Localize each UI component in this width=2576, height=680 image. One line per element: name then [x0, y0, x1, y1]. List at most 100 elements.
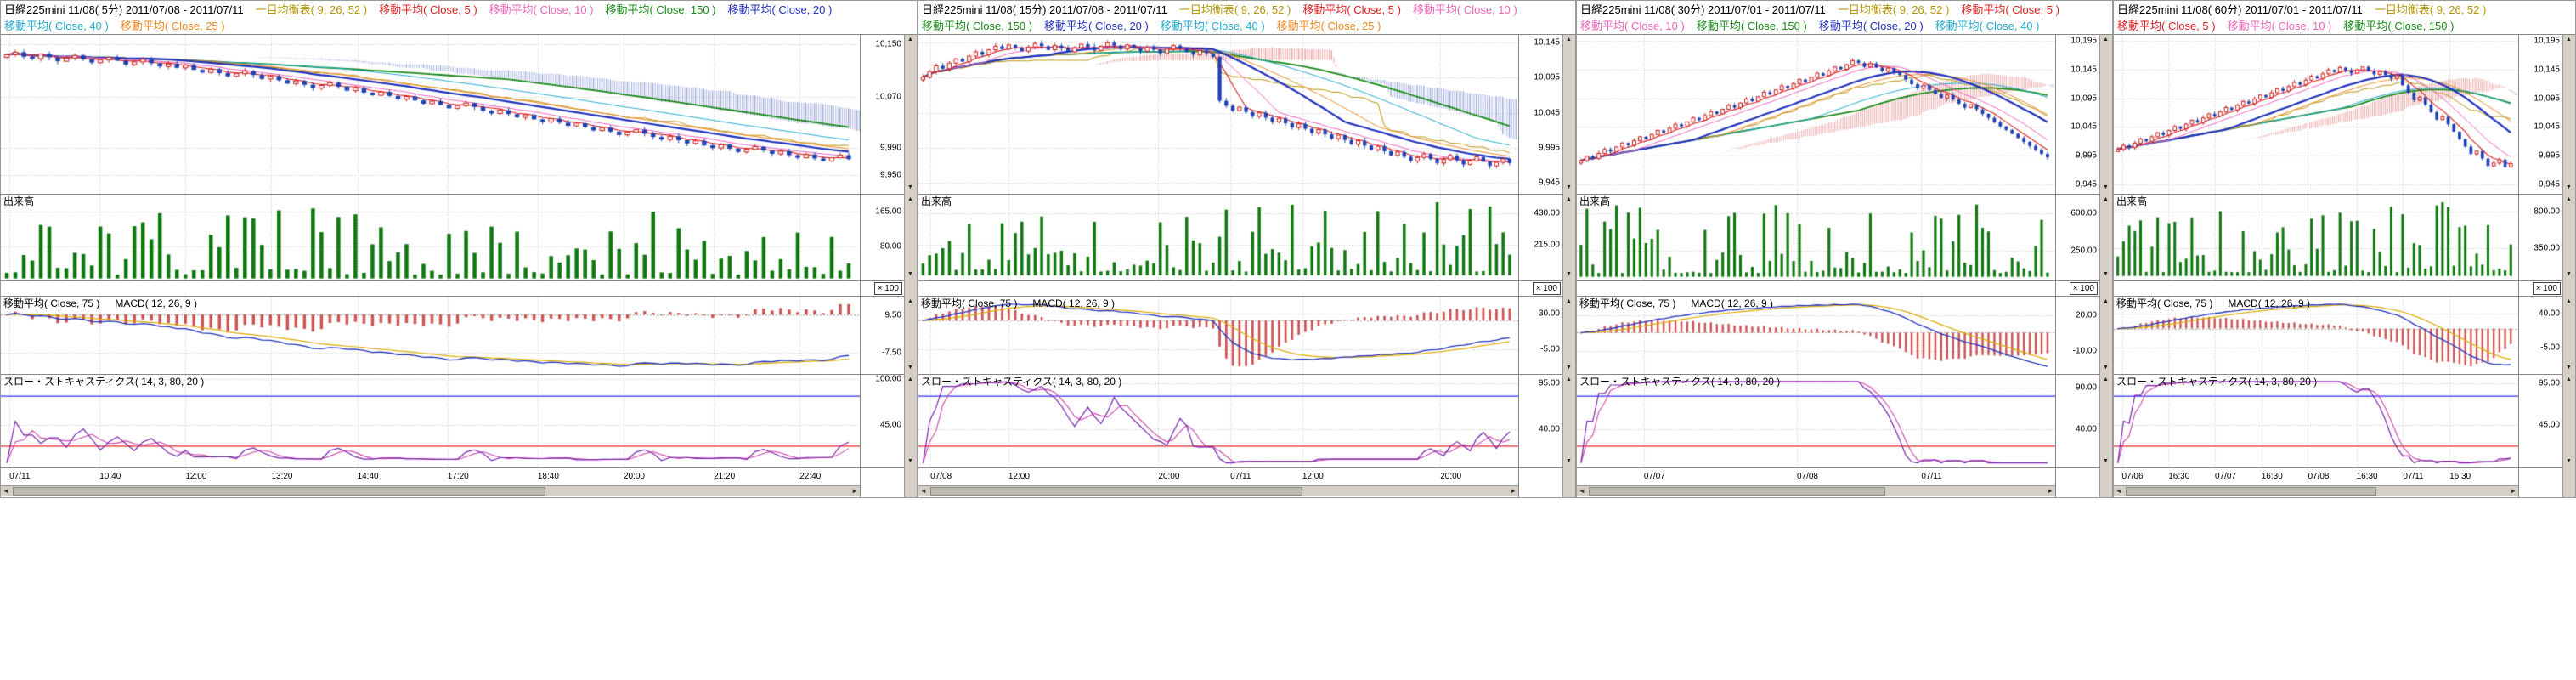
scroll-down-arrow[interactable]: ▼ — [2566, 271, 2572, 277]
volume-chart-canvas[interactable] — [1577, 195, 2055, 280]
volume-chart-canvas[interactable] — [2114, 195, 2518, 280]
price-chart-canvas[interactable] — [1577, 35, 2055, 194]
scroll-down-arrow[interactable]: ▼ — [907, 184, 913, 190]
y-axis-label: 10,045 — [1534, 108, 1560, 118]
stochastics-label: スロー・ストキャスティクス( 14, 3, 80, 20 ) — [3, 376, 205, 388]
macd-ma-label: 移動平均( Close, 75 ) — [3, 298, 100, 309]
vertical-scrollbar[interactable]: ▲ ▼ ▲ ▼ ▲ ▼ ▲ ▼ — [2562, 35, 2575, 497]
horizontal-scrollbar[interactable]: ◄ ► — [1577, 485, 2055, 496]
volume-chart-canvas[interactable] — [918, 195, 1518, 280]
price-pane — [1577, 35, 2055, 195]
stochastics-chart-canvas[interactable] — [918, 375, 1518, 468]
y-axis-label: 30.00 — [1538, 309, 1560, 319]
scroll-up-arrow[interactable]: ▲ — [907, 298, 913, 304]
y-axis-label: 40.00 — [2075, 424, 2097, 434]
scroll-up-arrow[interactable]: ▲ — [1566, 196, 1572, 202]
y-axis-label: 9,950 — [879, 170, 901, 180]
horizontal-scrollbar[interactable]: ◄ ► — [2114, 485, 2518, 496]
scroll-right-icon[interactable]: ► — [2047, 487, 2053, 495]
scroll-down-arrow[interactable]: ▼ — [2103, 184, 2109, 190]
scroll-down-arrow[interactable]: ▼ — [1566, 365, 1572, 371]
scroll-up-arrow[interactable]: ▲ — [2103, 196, 2109, 202]
scroll-right-icon[interactable]: ► — [2510, 487, 2517, 495]
scroll-right-icon[interactable]: ► — [1510, 487, 1517, 495]
scroll-up-arrow[interactable]: ▲ — [2566, 298, 2572, 304]
y-axis-label: 9,945 — [1538, 178, 1560, 188]
panel-body: 出来高 移動平均( Close, 75 ) MACD( 12, 26, 9 ) ス… — [918, 35, 1575, 497]
x-axis-label: 20:00 — [1158, 472, 1180, 481]
scroll-left-icon[interactable]: ◄ — [3, 487, 9, 495]
volume-chart-canvas[interactable] — [1, 195, 860, 280]
scroll-down-arrow[interactable]: ▼ — [2103, 365, 2109, 371]
scroll-up-arrow[interactable]: ▲ — [907, 377, 913, 382]
scroll-down-arrow[interactable]: ▼ — [907, 271, 913, 277]
y-axis-label: 350.00 — [2534, 243, 2560, 253]
y-axis-label: 10,070 — [875, 92, 901, 102]
panel-body: 出来高 移動平均( Close, 75 ) MACD( 12, 26, 9 ) ス… — [2114, 35, 2575, 497]
scroll-left-icon[interactable]: ◄ — [1579, 487, 1585, 495]
scroll-down-arrow[interactable]: ▼ — [907, 458, 913, 464]
x-axis-label: 07/07 — [2215, 472, 2237, 481]
scroll-down-arrow[interactable]: ▼ — [907, 365, 913, 371]
macd-pane-labels: 移動平均( Close, 75 ) MACD( 12, 26, 9 ) — [1579, 298, 1773, 310]
scroll-up-arrow[interactable]: ▲ — [907, 196, 913, 202]
scroll-up-arrow[interactable]: ▲ — [907, 37, 913, 42]
x-axis-label: 10:40 — [99, 472, 121, 481]
scroll-right-icon[interactable]: ► — [851, 487, 858, 495]
x-axis-label: 21:20 — [714, 472, 736, 481]
horizontal-scrollbar[interactable]: ◄ ► — [918, 485, 1518, 496]
stochastics-chart-canvas[interactable] — [1, 375, 860, 468]
scrollbar-thumb[interactable] — [1589, 487, 1886, 496]
scroll-up-arrow[interactable]: ▲ — [2103, 37, 2109, 42]
scrollbar-thumb[interactable] — [13, 487, 545, 496]
scroll-left-icon[interactable]: ◄ — [920, 487, 927, 495]
scroll-up-arrow[interactable]: ▲ — [2566, 377, 2572, 382]
scroll-down-arrow[interactable]: ▼ — [2566, 458, 2572, 464]
scroll-up-arrow[interactable]: ▲ — [1566, 377, 1572, 382]
scroll-up-arrow[interactable]: ▲ — [1566, 298, 1572, 304]
scroll-up-arrow[interactable]: ▲ — [2103, 298, 2109, 304]
scroll-down-arrow[interactable]: ▼ — [2566, 365, 2572, 371]
scroll-up-arrow[interactable]: ▲ — [2103, 377, 2109, 382]
stochastics-axis: 100.00 45.00 — [861, 375, 904, 468]
vertical-scrollbar[interactable]: ▲ ▼ ▲ ▼ ▲ ▼ ▲ ▼ — [2099, 35, 2112, 497]
scroll-up-arrow[interactable]: ▲ — [2566, 37, 2572, 42]
scrollbar-thumb[interactable] — [2126, 487, 2377, 496]
vertical-scrollbar[interactable]: ▲ ▼ ▲ ▼ ▲ ▼ ▲ ▼ — [904, 35, 917, 497]
chart-title: 日経225mini 11/08( 60分) 2011/07/01 - 2011/… — [2117, 3, 2363, 16]
y-axis-label: 9.50 — [884, 310, 901, 320]
macd-chart-canvas[interactable] — [1577, 297, 2055, 374]
scroll-down-arrow[interactable]: ▼ — [1566, 271, 1572, 277]
scroll-down-arrow[interactable]: ▼ — [2103, 271, 2109, 277]
x-axis-label: 07/07 — [1643, 472, 1665, 481]
y-axis-label: 9,945 — [2538, 179, 2560, 190]
stochastics-chart-canvas[interactable] — [2114, 375, 2518, 468]
macd-chart-canvas[interactable] — [2114, 297, 2518, 374]
y-axis-label: 600.00 — [2070, 208, 2097, 218]
price-chart-canvas[interactable] — [1, 35, 860, 194]
macd-pane: 移動平均( Close, 75 ) MACD( 12, 26, 9 ) — [2114, 297, 2518, 375]
horizontal-scrollbar[interactable]: ◄ ► — [1, 485, 860, 496]
scroll-left-icon[interactable]: ◄ — [2116, 487, 2122, 495]
scroll-down-arrow[interactable]: ▼ — [1566, 458, 1572, 464]
macd-chart-canvas[interactable] — [918, 297, 1518, 374]
panel-body: 出来高 移動平均( Close, 75 ) MACD( 12, 26, 9 ) ス… — [1, 35, 917, 497]
vertical-scrollbar[interactable]: ▲ ▼ ▲ ▼ ▲ ▼ ▲ ▼ — [1562, 35, 1575, 497]
y-axis-label: 9,990 — [879, 143, 901, 153]
volume-label: 出来高 — [3, 196, 35, 207]
price-chart-canvas[interactable] — [2114, 35, 2518, 194]
macd-chart-canvas[interactable] — [1, 297, 860, 374]
macd-pane: 移動平均( Close, 75 ) MACD( 12, 26, 9 ) — [1, 297, 860, 375]
scroll-up-arrow[interactable]: ▲ — [2566, 196, 2572, 202]
price-axis: 10,145 10,095 10,045 9,995 9,945 — [1519, 35, 1562, 195]
scroll-down-arrow[interactable]: ▼ — [2566, 184, 2572, 190]
price-chart-canvas[interactable] — [918, 35, 1518, 194]
scroll-down-arrow[interactable]: ▼ — [2103, 458, 2109, 464]
scrollbar-thumb[interactable] — [930, 487, 1302, 496]
scroll-down-arrow[interactable]: ▼ — [1566, 184, 1572, 190]
stochastics-chart-canvas[interactable] — [1577, 375, 2055, 468]
scroll-up-arrow[interactable]: ▲ — [1566, 37, 1572, 42]
volume-pane: 出来高 — [1577, 195, 2055, 281]
y-axis-label: 45.00 — [879, 420, 901, 430]
